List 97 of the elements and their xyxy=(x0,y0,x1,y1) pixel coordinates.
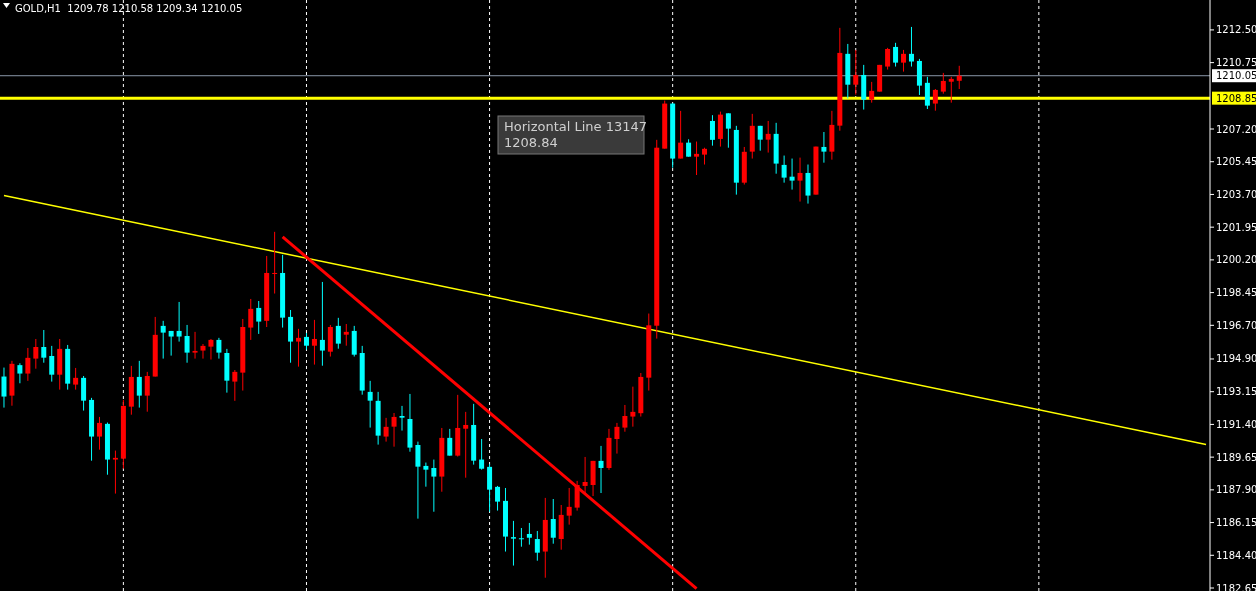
ref-line-label: 1210.05 xyxy=(1216,70,1256,82)
candlestick xyxy=(168,330,174,357)
candlestick xyxy=(1,367,7,409)
candlestick xyxy=(574,480,580,512)
candlestick xyxy=(463,411,469,479)
candlestick xyxy=(940,72,946,95)
y-tick-label: 1186.15 xyxy=(1216,517,1256,529)
candlestick xyxy=(487,463,493,513)
y-tick-label: 1201.95 xyxy=(1216,221,1256,233)
chart-title: GOLD,H1 1209.78 1210.58 1209.34 1210.05 xyxy=(15,3,243,14)
candlestick xyxy=(550,498,556,545)
candlestick xyxy=(160,320,166,360)
candlestick xyxy=(272,231,278,295)
y-tick-label: 1210.75 xyxy=(1216,57,1256,69)
candlestick xyxy=(97,416,103,451)
y-tick-label: 1207.20 xyxy=(1216,123,1256,135)
candlestick xyxy=(383,417,389,443)
y-tick-label: 1187.90 xyxy=(1216,484,1256,496)
candlestick xyxy=(534,530,540,562)
candlestick xyxy=(112,450,118,495)
candlestick xyxy=(614,422,620,455)
candlestick xyxy=(447,428,453,457)
y-tick-label: 1196.70 xyxy=(1216,319,1256,331)
candlestick xyxy=(200,343,206,360)
candlestick xyxy=(885,47,891,71)
y-tick-label: 1203.70 xyxy=(1216,188,1256,200)
candlestick xyxy=(757,125,763,152)
candlestick xyxy=(510,520,516,567)
candlestick xyxy=(709,114,715,147)
y-tick-label: 1200.20 xyxy=(1216,254,1256,266)
candlestick xyxy=(208,338,214,361)
candlestick xyxy=(343,323,349,347)
candlestick xyxy=(25,347,31,382)
candlestick xyxy=(948,76,954,104)
candlestick xyxy=(853,49,859,96)
candlestick xyxy=(17,362,23,384)
y-tick-label: 1191.40 xyxy=(1216,418,1256,430)
candlestick xyxy=(924,76,930,110)
candlestick xyxy=(869,81,875,104)
candlestick xyxy=(41,329,47,364)
candlestick xyxy=(391,412,397,448)
candlestick xyxy=(351,325,357,358)
candlestick xyxy=(678,110,684,160)
candlestick xyxy=(518,527,524,548)
y-tick-label: 1193.15 xyxy=(1216,386,1256,398)
candlestick xyxy=(144,371,150,413)
candlestick xyxy=(216,337,222,360)
candlestick xyxy=(694,141,700,176)
candlestick xyxy=(622,404,628,433)
y-tick-label: 1182.65 xyxy=(1216,582,1256,591)
candlestick xyxy=(311,319,317,366)
candlestick xyxy=(566,487,572,526)
candlestick xyxy=(335,317,341,350)
candlestick xyxy=(797,157,803,203)
candlestick xyxy=(956,65,962,90)
candlestick xyxy=(582,456,588,494)
candlestick xyxy=(81,375,87,412)
ref-line-label: 1208.85 xyxy=(1216,92,1256,104)
candlestick xyxy=(184,324,190,364)
candlestick xyxy=(49,345,55,383)
candlestick xyxy=(901,49,907,73)
candlestick xyxy=(805,164,811,205)
candlestick xyxy=(192,331,198,360)
candlestick xyxy=(319,281,325,367)
y-tick-label: 1184.40 xyxy=(1216,549,1256,561)
candlestick xyxy=(932,88,938,112)
candlestick xyxy=(136,360,142,409)
y-tick-label: 1198.45 xyxy=(1216,287,1256,299)
candlestick xyxy=(399,405,405,432)
candlestick xyxy=(415,441,421,520)
candlestick xyxy=(479,438,485,471)
candlestick xyxy=(248,298,254,341)
candlestick xyxy=(725,112,731,149)
candlestick xyxy=(893,42,899,68)
candlestick xyxy=(296,328,302,368)
y-tick-label: 1205.45 xyxy=(1216,156,1256,168)
candlestick xyxy=(256,300,262,335)
candlestick xyxy=(781,155,787,184)
candlestick xyxy=(176,301,182,343)
annotation: Horizontal Line 13147 1208.84 xyxy=(504,119,648,150)
candlestick xyxy=(367,380,373,429)
candlestick xyxy=(431,459,437,513)
candlestick xyxy=(908,26,914,68)
candlestick xyxy=(232,369,238,402)
y-tick-label: 1194.90 xyxy=(1216,353,1256,365)
candlestick xyxy=(495,485,501,512)
candlestick xyxy=(423,462,429,488)
candlestick xyxy=(598,445,604,494)
candlestick xyxy=(821,131,827,164)
candlestick xyxy=(630,386,636,428)
y-tick-label: 1189.65 xyxy=(1216,451,1256,463)
candlestick xyxy=(73,367,79,391)
candlestick xyxy=(526,522,532,546)
candlestick xyxy=(789,158,795,191)
y-tick-label: 1212.50 xyxy=(1216,24,1256,36)
candlestick xyxy=(33,338,39,370)
candlestick xyxy=(765,120,771,154)
